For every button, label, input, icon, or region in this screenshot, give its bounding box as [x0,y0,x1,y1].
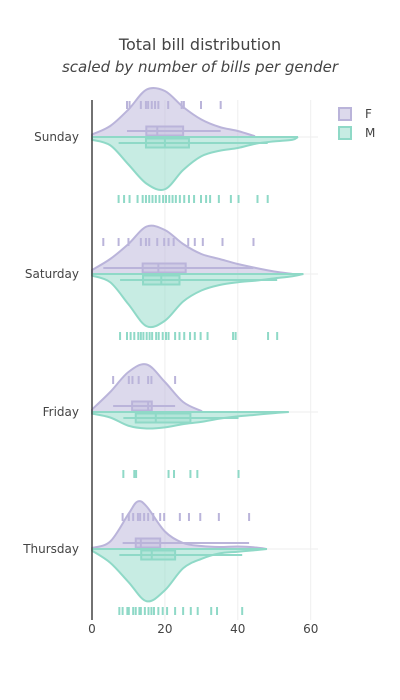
iqr-box-F [134,537,162,549]
iqr-box-F [145,125,185,137]
chart-subtitle: scaled by number of bills per gender [62,58,339,76]
violin-F-thursday [91,500,268,550]
x-tick-label: 60 [303,622,318,636]
plot-area: 0 20 40 60 Sunday Saturday Friday Thursday [22,86,318,636]
iqr-box-M [144,137,190,149]
legend-label-f: F [365,107,372,121]
y-tick-label-thursday: Thursday [22,542,79,556]
y-tick-label-friday: Friday [43,405,79,419]
x-tick-label: 0 [88,622,96,636]
chart-title: Total bill distribution [118,35,281,54]
violin-F-friday [91,363,203,413]
legend-swatch-f [338,107,352,121]
violin-F-sunday [91,86,256,138]
legend-label-m: M [365,126,375,140]
iqr-box-M [140,549,177,561]
x-tick-label: 20 [157,622,172,636]
legend-item-m[interactable]: M [338,126,375,140]
y-tick-label-sunday: Sunday [34,130,79,144]
y-tick-label-saturday: Saturday [25,267,79,281]
legend-item-f[interactable]: F [338,107,372,121]
violin-M-thursday [91,548,268,603]
violin-M-sunday [91,136,299,191]
x-tick-label: 40 [230,622,245,636]
violin-M-saturday [91,273,304,329]
iqr-box-M [134,412,192,424]
iqr-box-F [141,262,187,274]
legend-swatch-m [338,126,352,140]
legend[interactable]: FM [338,107,375,140]
violin-F-saturday [91,224,293,275]
iqr-box-F [131,400,153,412]
